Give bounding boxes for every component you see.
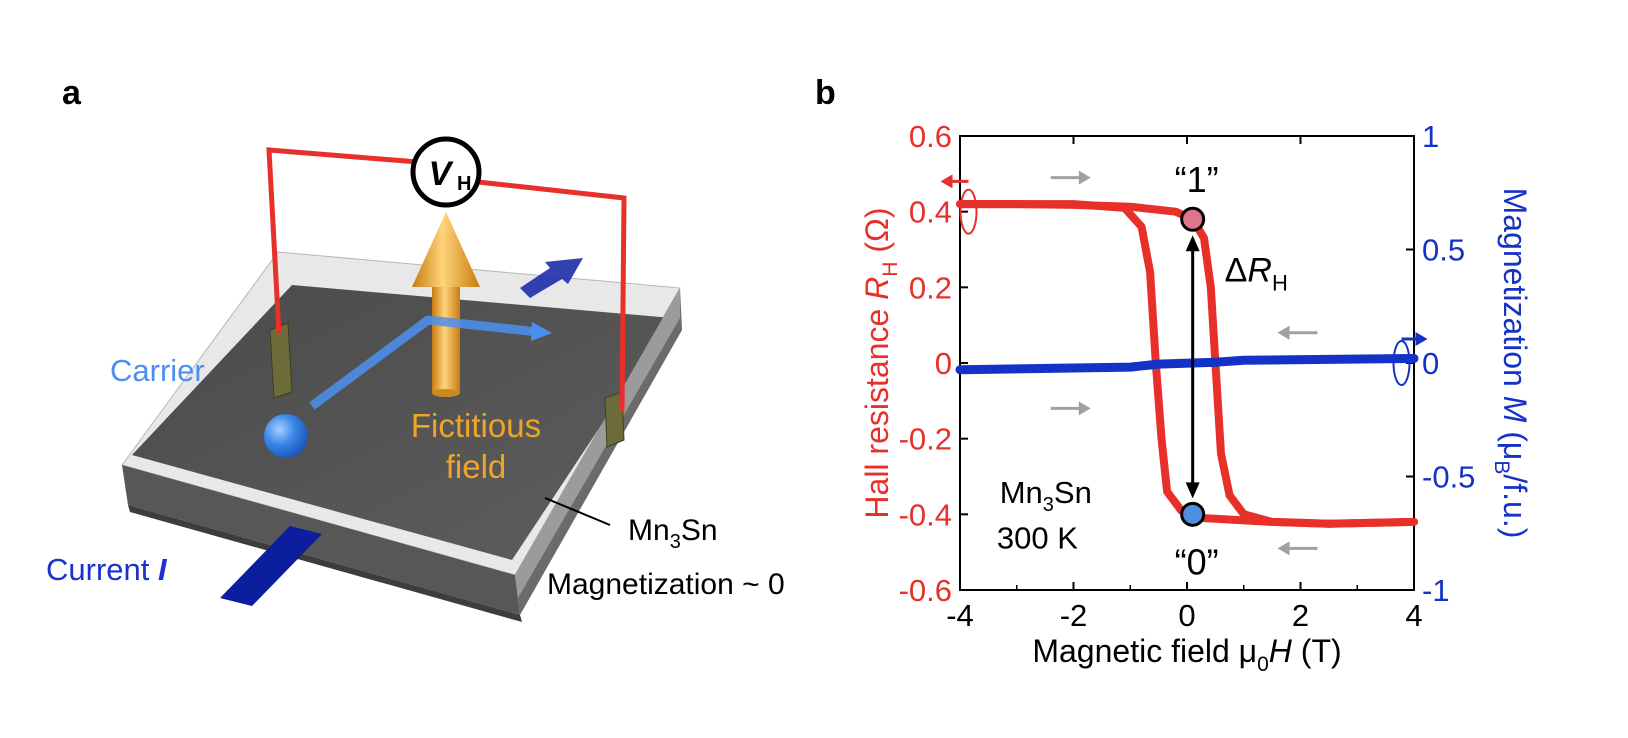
right-axis-indicator-head: [1415, 332, 1428, 346]
sample-material-label: Mn3Sn: [1000, 475, 1092, 516]
y-left-tick-label: 0.6: [909, 119, 952, 154]
y-right-axis-title: Magnetization M (μB/f.u.): [1490, 188, 1533, 539]
substrate-right-glass: [515, 288, 680, 598]
voltmeter: V H: [410, 136, 482, 208]
y-left-tick-label: 0.2: [909, 270, 952, 305]
sweep-arrow-mid-left-head: [1078, 401, 1091, 416]
state-zero-marker: [1180, 501, 1206, 527]
y-right-tick-label: -1: [1422, 573, 1450, 608]
left-axis-indicator-head: [940, 174, 953, 189]
y-left-tick-label: -0.6: [899, 573, 952, 608]
fictitious-field-arrow: [412, 212, 480, 397]
block-front-face: [122, 465, 520, 615]
x-axis-title: Magnetic field μ0H (T): [1032, 633, 1341, 676]
state-zero-label: “0”: [1175, 541, 1219, 582]
x-tick-label: 0: [1178, 598, 1195, 633]
y-left-tick-label: -0.4: [899, 497, 952, 532]
current-input-strip: [220, 526, 322, 606]
y-left-tick-label: -0.2: [899, 422, 952, 457]
y-left-axis-title: Hall resistance RH (Ω): [859, 207, 902, 518]
y-left-tick-label: 0: [935, 346, 952, 381]
state-one-marker: [1180, 206, 1206, 232]
material-label: Mn3Sn: [628, 514, 718, 553]
current-label: Current I: [46, 552, 168, 587]
delta-rh-label: ΔRH: [1225, 252, 1288, 296]
right-electrode: [604, 391, 625, 448]
y-right-tick-label: -0.5: [1422, 460, 1475, 495]
carrier-ball: [264, 414, 308, 458]
film-top-face: [132, 285, 672, 560]
left-axis-indicator-ring: [959, 188, 978, 235]
fictitious-label-line1: Fictitious: [411, 407, 541, 444]
sweep-arrow-bottom-head: [1277, 541, 1290, 556]
y-left-tick-label: 0.4: [909, 195, 952, 230]
carrier-path-arrowhead: [531, 322, 552, 341]
voltmeter-subscript: H: [457, 173, 471, 195]
material-pointer-line: [544, 497, 611, 526]
y-right-tick-label: 1: [1422, 119, 1439, 154]
hall-voltage-wire: [266, 147, 419, 335]
current-exit-arrow: [520, 258, 583, 298]
x-tick-label: 2: [1292, 598, 1309, 633]
magnetization-curve: [955, 354, 1419, 375]
right-axis-indicator-ring: [1392, 340, 1411, 386]
state-one-label: “1”: [1175, 159, 1219, 200]
panel-b: b -4 -2 0 2 4 -0.6 -0.4 -0.2 0 0.2 0.4 0.6 -1 -0.5 0 0.…: [815, 74, 1533, 676]
x-tick-label: -4: [946, 598, 974, 633]
delta-rh-arrow-head-top: [1185, 235, 1200, 252]
hall-resistance-sweep-down: [956, 200, 1418, 528]
x-tick-label: -2: [1060, 598, 1088, 633]
hall-hysteresis-chart: -4 -2 0 2 4 -0.6 -0.4 -0.2 0 0.2 0.4 0.6 -1 -0.5 0 0.5 1…: [859, 119, 1533, 676]
magnetization-label: Magnetization ~ 0: [547, 568, 785, 601]
panel-a: a V H: [46, 74, 785, 622]
hall-voltage-wire-right: [477, 179, 627, 413]
x-tick-label: 4: [1405, 598, 1422, 633]
sweep-arrow-mid-right-head: [1277, 325, 1290, 340]
panel-a-label: a: [62, 74, 82, 112]
panel-b-label: b: [815, 74, 836, 112]
carrier-label: Carrier: [110, 353, 205, 388]
fictitious-label-line2: field: [446, 448, 507, 485]
left-electrode: [269, 322, 293, 399]
delta-rh-arrow-head-bottom: [1185, 482, 1200, 499]
voltmeter-symbol: V: [429, 155, 455, 193]
y-right-tick-label: 0.5: [1422, 233, 1465, 268]
y-right-tick-label: 0: [1422, 346, 1439, 381]
sample-temperature-label: 300 K: [997, 520, 1078, 555]
block-front-face-lower: [128, 505, 522, 622]
carrier-path: [309, 315, 539, 410]
sweep-arrow-top-head: [1078, 170, 1091, 185]
block-right-face: [515, 288, 682, 615]
